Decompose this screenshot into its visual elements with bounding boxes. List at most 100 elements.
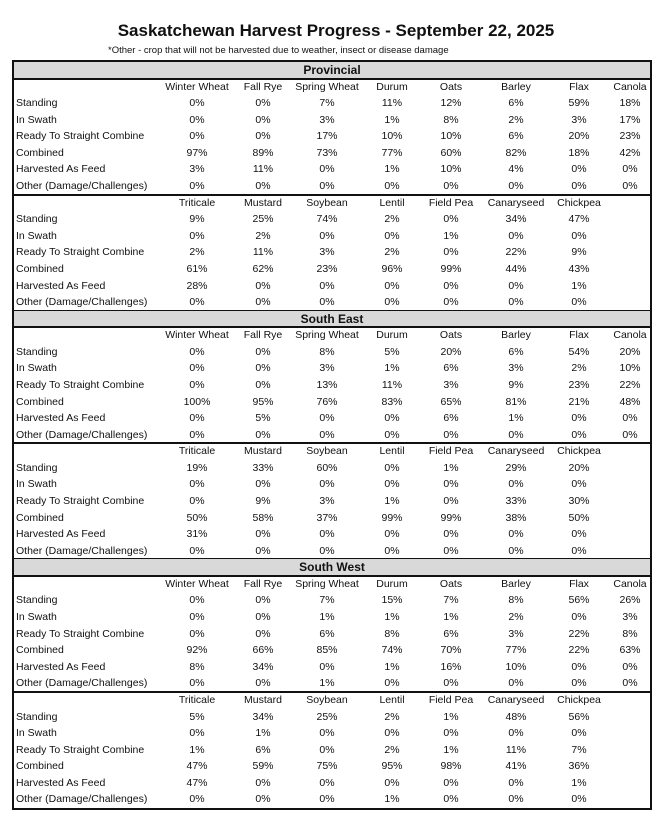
cell-value: 70% [440,644,462,657]
cell-value: 0% [319,229,335,242]
cell-value: 0% [622,180,638,193]
cell-value: 92% [186,644,208,657]
crop-header: Triticale [178,445,216,458]
cell-value: 0% [508,180,524,193]
cell-value: 99% [381,511,403,524]
cell-value: 0% [319,727,335,740]
cell-value: 21% [568,395,590,408]
cell-value: 0% [571,727,587,740]
cell-value: 0% [255,544,271,557]
cell-value: 50% [186,511,208,524]
cell-value: 77% [381,146,403,159]
cell-value: 0% [255,776,271,789]
crop-header: Winter Wheat [165,80,229,93]
cell-value: 0% [319,180,335,193]
cell-value: 19% [186,461,208,474]
cell-value: 29% [505,461,527,474]
cell-value: 1% [384,793,400,806]
cell-value: 0% [255,528,271,541]
cell-value: 0% [443,246,459,259]
crop-header: Lentil [379,693,405,706]
cell-value: 0% [443,279,459,292]
row-label: Combined [16,511,64,524]
cell-value: 77% [505,644,527,657]
cell-value: 0% [622,660,638,673]
cell-value: 0% [571,229,587,242]
cell-value: 1% [384,611,400,624]
crop-header: Canola [613,577,647,590]
row-label: Ready To Straight Combine [16,246,145,259]
row-label: Ready To Straight Combine [16,130,145,143]
cell-value: 3% [508,362,524,375]
cell-value: 0% [189,296,205,309]
cell-value: 11% [252,163,274,176]
cell-value: 0% [443,180,459,193]
row-label: Harvested As Feed [16,412,106,425]
cell-value: 0% [443,727,459,740]
cell-value: 0% [384,727,400,740]
cell-value: 0% [622,412,638,425]
cell-value: 0% [384,296,400,309]
cell-value: 12% [440,97,462,110]
crop-header: Flax [569,80,589,93]
section-rule [14,574,650,577]
cell-value: 3% [443,378,459,391]
cell-value: 0% [384,776,400,789]
cell-value: 34% [505,213,527,226]
cell-value: 0% [571,660,587,673]
row-label: Harvested As Feed [16,163,106,176]
cell-value: 22% [619,378,641,391]
cell-value: 8% [319,345,335,358]
row-label: In Swath [16,478,57,491]
cell-value: 0% [319,528,335,541]
crop-header: Fall Rye [243,577,283,590]
cell-value: 0% [189,727,205,740]
cell-value: 0% [255,677,271,690]
crop-header: Soybean [306,693,348,706]
cell-value: 6% [508,345,524,358]
crop-header: Canaryseed [487,693,545,706]
cell-value: 22% [505,246,527,259]
cell-value: 15% [381,594,403,607]
section-rule [14,326,650,329]
cell-value: 17% [316,130,338,143]
cell-value: 0% [571,611,587,624]
cell-value: 1% [571,279,587,292]
cell-value: 5% [255,412,271,425]
cell-value: 2% [508,113,524,126]
cell-value: 8% [622,627,638,640]
cell-value: 1% [443,710,459,723]
cell-value: 0% [508,528,524,541]
cell-value: 37% [316,511,338,524]
crop-header: Durum [376,329,408,342]
cell-value: 0% [443,495,459,508]
cell-value: 0% [255,180,271,193]
crop-header: Field Pea [428,196,474,209]
cell-value: 47% [568,213,590,226]
cell-value: 0% [443,677,459,690]
cell-value: 34% [252,660,274,673]
crop-header: Fall Rye [243,329,283,342]
section-bg [14,310,650,328]
cell-value: 0% [189,594,205,607]
crop-header: Oats [439,80,463,93]
cell-value: 17% [619,113,641,126]
crop-header: Lentil [379,445,405,458]
crop-header: Oats [439,329,463,342]
cell-value: 0% [189,180,205,193]
cell-value: 1% [571,776,587,789]
cell-value: 0% [255,362,271,375]
cell-value: 59% [568,97,590,110]
cell-value: 0% [443,428,459,441]
cell-value: 0% [189,345,205,358]
cell-value: 5% [189,710,205,723]
cell-value: 0% [508,428,524,441]
cell-value: 0% [319,428,335,441]
cell-value: 18% [619,97,641,110]
cell-value: 47% [186,776,208,789]
crop-header: Canaryseed [487,196,545,209]
cell-value: 0% [189,378,205,391]
cell-value: 3% [319,362,335,375]
cell-value: 0% [189,412,205,425]
group-rule [14,442,650,445]
